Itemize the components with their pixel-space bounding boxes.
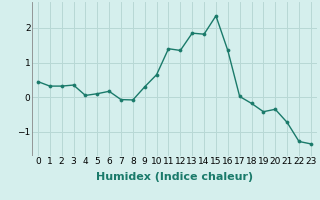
X-axis label: Humidex (Indice chaleur): Humidex (Indice chaleur): [96, 172, 253, 182]
